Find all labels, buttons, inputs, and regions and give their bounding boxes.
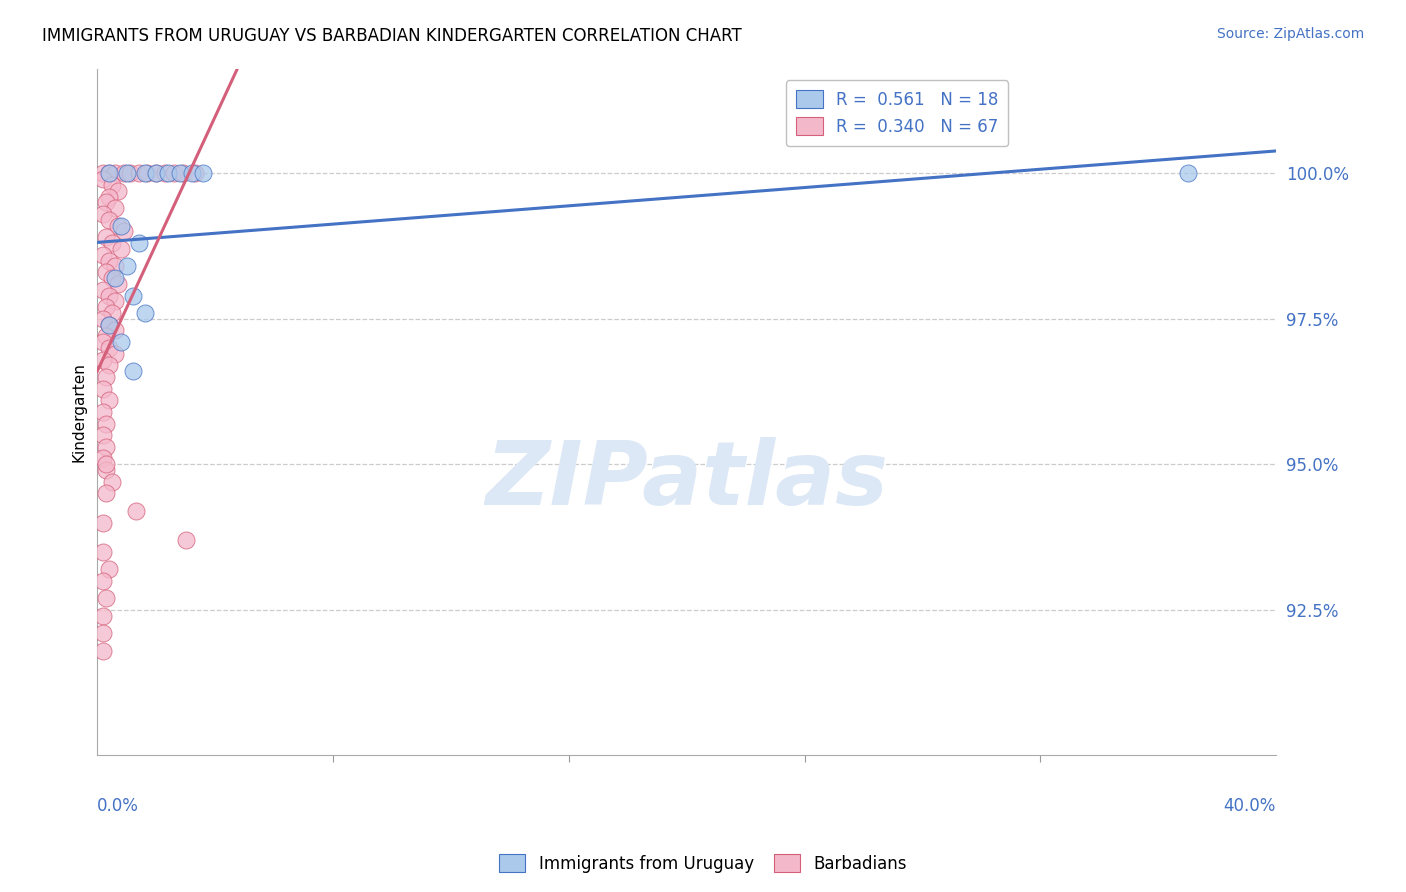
Point	[157, 166, 180, 180]
Point	[110, 335, 132, 350]
Point	[112, 225, 135, 239]
Point	[98, 288, 121, 302]
Point	[98, 212, 121, 227]
Point	[96, 230, 118, 244]
Point	[104, 260, 127, 274]
Point	[115, 260, 138, 274]
Point	[91, 172, 114, 186]
Text: 40.0%: 40.0%	[1223, 797, 1277, 814]
Point	[96, 329, 118, 343]
Point	[121, 364, 143, 378]
Point	[91, 544, 114, 558]
Point	[1177, 166, 1199, 180]
Point	[101, 271, 124, 285]
Point	[180, 166, 202, 180]
Point	[101, 306, 124, 320]
Point	[91, 248, 114, 262]
Point	[101, 475, 124, 489]
Point	[136, 166, 159, 180]
Point	[163, 166, 186, 180]
Point	[104, 201, 127, 215]
Point	[91, 166, 114, 180]
Point	[96, 440, 118, 454]
Point	[98, 253, 121, 268]
Point	[172, 166, 194, 180]
Point	[91, 643, 114, 657]
Point	[91, 352, 114, 367]
Text: IMMIGRANTS FROM URUGUAY VS BARBADIAN KINDERGARTEN CORRELATION CHART: IMMIGRANTS FROM URUGUAY VS BARBADIAN KIN…	[42, 27, 742, 45]
Point	[96, 463, 118, 477]
Point	[145, 166, 167, 180]
Point	[183, 166, 205, 180]
Point	[107, 277, 129, 291]
Point	[104, 271, 127, 285]
Legend: R =  0.561   N = 18, R =  0.340   N = 67: R = 0.561 N = 18, R = 0.340 N = 67	[786, 80, 1008, 146]
Point	[110, 219, 132, 233]
Point	[96, 300, 118, 314]
Point	[98, 318, 121, 332]
Point	[96, 370, 118, 384]
Y-axis label: Kindergarten: Kindergarten	[72, 362, 86, 462]
Point	[98, 393, 121, 408]
Point	[101, 178, 124, 192]
Point	[91, 451, 114, 466]
Point	[98, 166, 121, 180]
Point	[96, 195, 118, 210]
Point	[98, 166, 121, 180]
Point	[169, 166, 191, 180]
Point	[115, 166, 138, 180]
Point	[91, 335, 114, 350]
Point	[98, 318, 121, 332]
Point	[104, 323, 127, 337]
Point	[112, 166, 135, 180]
Point	[134, 306, 156, 320]
Point	[104, 294, 127, 309]
Point	[98, 562, 121, 576]
Point	[91, 516, 114, 530]
Point	[91, 608, 114, 623]
Point	[98, 341, 121, 355]
Point	[96, 591, 118, 606]
Text: 0.0%: 0.0%	[97, 797, 139, 814]
Point	[121, 288, 143, 302]
Point	[153, 166, 176, 180]
Point	[91, 311, 114, 326]
Legend: Immigrants from Uruguay, Barbadians: Immigrants from Uruguay, Barbadians	[492, 847, 914, 880]
Point	[96, 458, 118, 472]
Point	[174, 533, 197, 547]
Point	[101, 236, 124, 251]
Point	[128, 166, 150, 180]
Point	[91, 574, 114, 588]
Point	[96, 417, 118, 431]
Text: ZIPatlas: ZIPatlas	[485, 437, 889, 524]
Point	[96, 486, 118, 500]
Point	[91, 382, 114, 396]
Point	[98, 359, 121, 373]
Point	[107, 219, 129, 233]
Point	[91, 405, 114, 419]
Point	[96, 265, 118, 279]
Point	[110, 242, 132, 256]
Point	[91, 428, 114, 442]
Point	[118, 166, 141, 180]
Point	[128, 236, 150, 251]
Point	[91, 283, 114, 297]
Point	[104, 347, 127, 361]
Point	[124, 504, 146, 518]
Point	[91, 207, 114, 221]
Point	[193, 166, 215, 180]
Point	[91, 626, 114, 640]
Point	[134, 166, 156, 180]
Point	[104, 166, 127, 180]
Text: Source: ZipAtlas.com: Source: ZipAtlas.com	[1216, 27, 1364, 41]
Point	[98, 189, 121, 203]
Point	[107, 184, 129, 198]
Point	[145, 166, 167, 180]
